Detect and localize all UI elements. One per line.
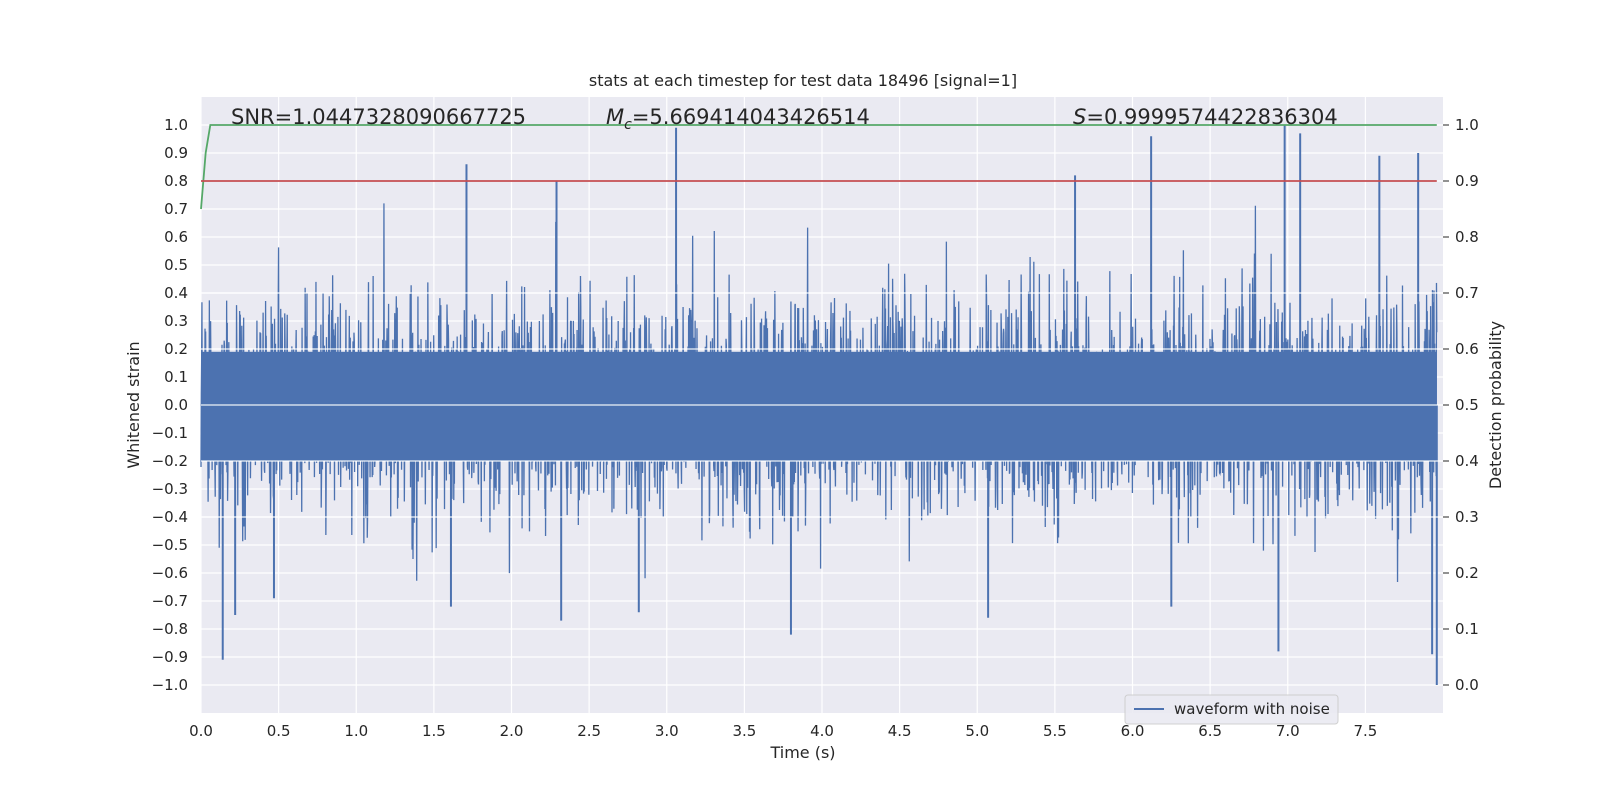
y2-tick-label: 0.9: [1455, 172, 1479, 190]
waveform-core-band: [201, 351, 1437, 461]
legend-label: waveform with noise: [1174, 700, 1330, 718]
x-tick-label: 4.0: [810, 722, 834, 740]
y-tick-label: −0.9: [152, 648, 188, 666]
chart-title: stats at each timestep for test data 184…: [589, 71, 1017, 90]
y-tick-label: 0.4: [164, 284, 188, 302]
y2-tick-label: 0.0: [1455, 676, 1479, 694]
y-tick-label: 1.0: [164, 116, 188, 134]
x-tick-label: 5.0: [965, 722, 989, 740]
x-tick-label: 6.0: [1121, 722, 1145, 740]
x-tick-label: 3.5: [732, 722, 756, 740]
y-tick-label: 0.9: [164, 144, 188, 162]
right-y-axis-ticks: 1.0 0.9 0.8 0.7 0.6 0.5 0.4 0.3 0.2 0.1 0.0: [1443, 116, 1479, 694]
legend: waveform with noise: [1124, 694, 1339, 725]
legend-box: [1124, 694, 1339, 725]
chirp-mass-value: =5.669414043426514: [632, 105, 870, 129]
x-tick-label: 6.5: [1198, 722, 1222, 740]
y2-tick-label: 0.2: [1455, 564, 1479, 582]
y-tick-label: 0.3: [164, 312, 188, 330]
x-tick-label: 0.0: [189, 722, 213, 740]
y-tick-label: −0.2: [152, 452, 188, 470]
y-tick-label: 0.6: [164, 228, 188, 246]
x-tick-label: 7.0: [1276, 722, 1300, 740]
y-tick-label: 0.7: [164, 200, 188, 218]
y2-axis-label: Detection probability: [1486, 321, 1505, 489]
waveform-series: [200, 125, 1443, 685]
x-tick-label: 5.5: [1043, 722, 1067, 740]
chirp-mass-subscript: c: [624, 117, 632, 133]
y2-tick-label: 0.3: [1455, 508, 1479, 526]
y-tick-label: −0.3: [152, 480, 188, 498]
y2-tick-label: 0.8: [1455, 228, 1479, 246]
score-annotation: S=0.9999574422836304: [1073, 105, 1338, 129]
x-tick-label: 0.5: [267, 722, 291, 740]
snr-annotation: SNR=1.0447328090667725: [231, 105, 526, 129]
x-tick-label: 1.0: [344, 722, 368, 740]
y2-tick-label: 0.5: [1455, 396, 1479, 414]
y2-tick-label: 0.4: [1455, 452, 1479, 470]
y-tick-label: −0.7: [152, 592, 188, 610]
y2-tick-label: 0.6: [1455, 340, 1479, 358]
x-axis-ticks: 0.0 0.5 1.0 1.5 2.0 2.5 3.0 3.5 4.0 4.5 5.0 5.5 6.0 6…: [189, 722, 1377, 740]
x-tick-label: 2.5: [577, 722, 601, 740]
y-tick-label: 0.0: [164, 396, 188, 414]
left-y-axis-ticks: 1.0 0.9 0.8 0.7 0.6 0.5 0.4 0.3 0.2 0.1 0.0 −0.1 −0.…: [152, 116, 188, 694]
y-tick-label: −0.4: [152, 508, 188, 526]
y2-tick-label: 0.7: [1455, 284, 1479, 302]
x-tick-label: 1.5: [422, 722, 446, 740]
y-axis-label: Whitened strain: [124, 341, 143, 468]
x-axis-label: Time (s): [769, 743, 835, 762]
detection-probability-line: [200, 124, 1437, 210]
y-tick-label: 0.2: [164, 340, 188, 358]
x-tick-label: 7.5: [1353, 722, 1377, 740]
y-tick-label: −0.5: [152, 536, 188, 554]
y-tick-label: −0.6: [152, 564, 188, 582]
score-value: =0.9999574422836304: [1086, 105, 1337, 129]
y2-tick-label: 0.1: [1455, 620, 1479, 638]
y-tick-label: −1.0: [152, 676, 188, 694]
y-tick-label: −0.8: [152, 620, 188, 638]
y-tick-label: −0.1: [152, 424, 188, 442]
probability-series: [200, 124, 1437, 210]
chirp-mass-symbol: M: [606, 105, 624, 129]
y-tick-label: 0.1: [164, 368, 188, 386]
y2-tick-label: 1.0: [1455, 116, 1479, 134]
score-symbol: S: [1073, 105, 1086, 129]
x-tick-label: 3.0: [655, 722, 679, 740]
y-tick-label: 0.8: [164, 172, 188, 190]
y-tick-label: 0.5: [164, 256, 188, 274]
x-tick-label: 2.0: [500, 722, 524, 740]
x-tick-label: 4.5: [888, 722, 912, 740]
chirp-mass-annotation: Mc=5.669414043426514: [606, 105, 870, 133]
